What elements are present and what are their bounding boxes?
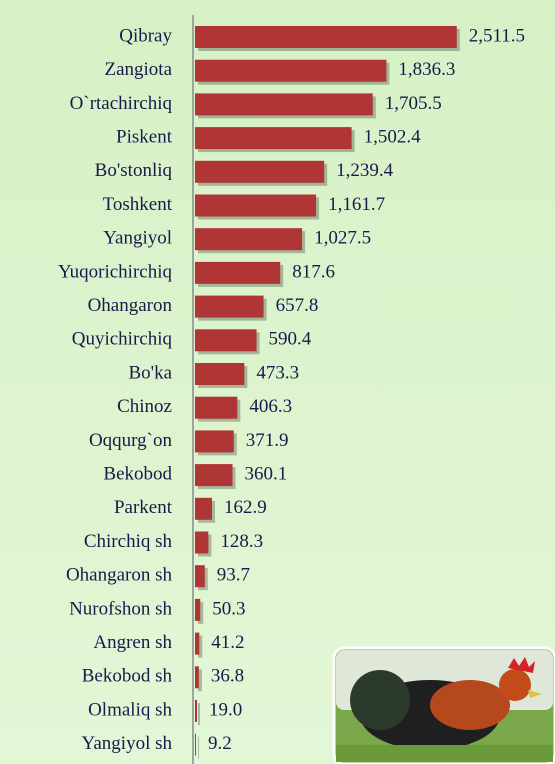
bar (195, 430, 234, 453)
bar (195, 295, 264, 318)
category-label: Qibray (119, 25, 172, 46)
bar-shadow (198, 601, 204, 624)
category-label: Chirchiq sh (84, 531, 173, 552)
category-label: Ohangaron sh (66, 565, 173, 586)
category-label: Piskent (116, 126, 173, 147)
bar (195, 700, 197, 722)
value-label: 1,027.5 (314, 228, 371, 249)
value-label: 1,705.5 (385, 93, 442, 114)
bar (195, 329, 257, 352)
category-label: Bo'ka (128, 362, 172, 383)
bar (195, 531, 209, 554)
value-label: 162.9 (224, 497, 267, 518)
value-label: 406.3 (249, 396, 292, 417)
value-label: 93.7 (217, 565, 250, 586)
bar (195, 93, 373, 116)
bar-shadow (198, 736, 199, 759)
bar (195, 363, 245, 385)
value-label: 9.2 (208, 733, 232, 754)
category-label: Bekobod sh (82, 666, 173, 687)
value-label: 128.3 (220, 531, 263, 552)
value-label: 590.4 (269, 329, 312, 350)
value-label: 1,239.4 (336, 160, 394, 181)
value-label: 360.1 (245, 463, 288, 484)
category-label: Quyichirchiq (72, 329, 173, 350)
category-label: Bekobod (103, 463, 172, 484)
bar (195, 26, 457, 48)
category-label: Chinoz (117, 396, 172, 417)
value-label: 50.3 (212, 598, 245, 619)
bar-shadow (198, 703, 200, 725)
bar-shadow (198, 635, 203, 658)
category-label: Angren sh (93, 632, 172, 653)
bar (195, 598, 201, 621)
bar (195, 228, 303, 251)
category-label: Bo'stonliq (95, 160, 173, 181)
bar (195, 396, 238, 419)
bar (195, 464, 233, 487)
bar (195, 194, 317, 217)
bar-shadow (198, 669, 202, 692)
bar (195, 733, 196, 756)
category-label: Ohangaron (88, 295, 173, 316)
value-label: 19.0 (209, 699, 242, 720)
category-label: Olmaliq sh (88, 699, 172, 720)
bar (195, 127, 352, 150)
bar (195, 565, 205, 588)
bar (195, 497, 212, 520)
value-label: 2,511.5 (469, 25, 525, 46)
category-label: Oqqurg`on (89, 430, 173, 451)
value-label: 817.6 (292, 261, 335, 282)
category-label: Yuqorichirchiq (58, 261, 172, 282)
category-label: Parkent (114, 497, 173, 518)
bar (195, 59, 387, 82)
value-label: 657.8 (276, 295, 319, 316)
value-label: 371.9 (246, 430, 289, 451)
value-label: 36.8 (211, 666, 244, 687)
rooster-picture (332, 646, 555, 764)
bar (195, 666, 199, 689)
value-label: 1,502.4 (364, 126, 422, 147)
value-label: 41.2 (211, 632, 244, 653)
category-label: Yangiyol (103, 228, 172, 249)
category-label: Yangiyol sh (82, 733, 173, 754)
category-label: Nurofshon sh (69, 598, 172, 619)
bar (195, 261, 281, 284)
category-label: Zangiota (104, 59, 172, 80)
category-label: O`rtachirchiq (70, 93, 173, 114)
value-label: 473.3 (256, 362, 299, 383)
bar (195, 160, 325, 183)
bar (195, 632, 200, 655)
category-label: Toshkent (103, 194, 173, 215)
value-label: 1,836.3 (398, 59, 455, 80)
value-label: 1,161.7 (328, 194, 385, 215)
